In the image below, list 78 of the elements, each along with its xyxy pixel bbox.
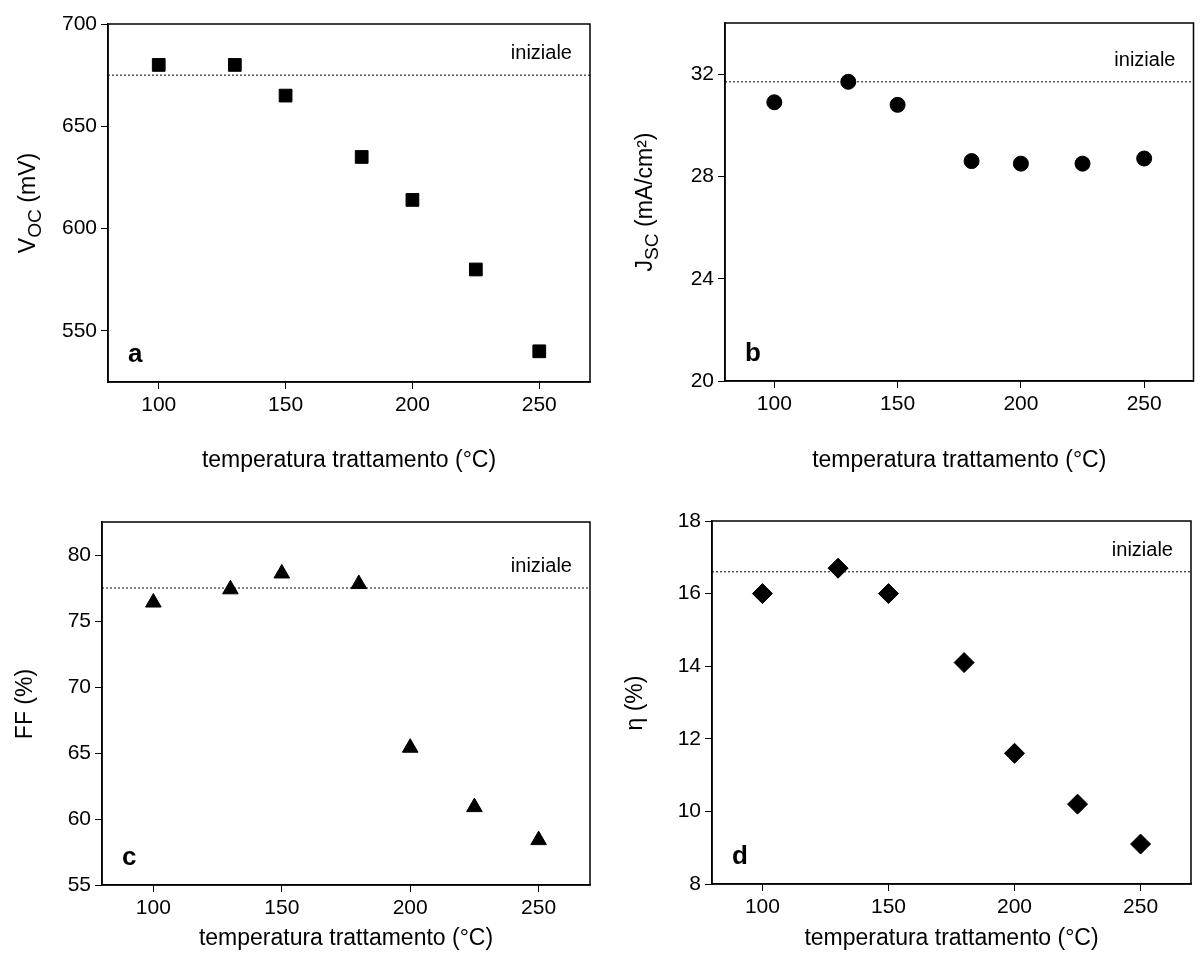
y-tick-label: 32: [690, 60, 714, 84]
y-axis-title: FF (%): [10, 668, 38, 739]
point: [1130, 833, 1152, 855]
annotation: d: [732, 840, 748, 870]
y-tick-label: 10: [677, 798, 701, 822]
point: [145, 593, 162, 608]
y-tick-label: 70: [67, 673, 91, 697]
x-tick-label: 150: [268, 392, 304, 416]
point: [963, 153, 980, 170]
point: [877, 583, 899, 605]
point: [278, 88, 293, 103]
x-tick-label: 250: [1123, 894, 1159, 918]
x-tick-label: 250: [521, 895, 557, 919]
ref-line-label: iniziale: [510, 554, 572, 576]
point: [405, 193, 420, 207]
annotation: c: [122, 841, 137, 871]
x-tick-label: 100: [744, 894, 780, 918]
y-tick-label: 65: [67, 739, 91, 763]
point: [530, 830, 547, 846]
point: [1136, 150, 1153, 167]
x-axis-title: temperatura trattamento (°C): [201, 445, 497, 472]
y-tick-label: 8: [689, 870, 701, 894]
y-tick-label: 650: [61, 113, 97, 137]
point: [151, 58, 166, 72]
point: [466, 797, 483, 813]
point: [953, 652, 975, 674]
x-tick-label: 100: [135, 895, 171, 919]
point: [766, 94, 783, 111]
y-tick-label: 700: [61, 10, 97, 34]
x-tick-label: 200: [997, 894, 1033, 918]
ref-line-label: iniziale: [1114, 47, 1176, 70]
x-axis-title: temperatura trattamento (°C): [812, 445, 1107, 472]
y-tick-label: 600: [61, 215, 97, 239]
y-tick-label: 18: [677, 507, 701, 531]
point: [1067, 793, 1089, 815]
point: [751, 583, 773, 605]
annotation: a: [128, 338, 143, 368]
annotation: b: [745, 337, 761, 367]
y-tick-label: 550: [61, 317, 97, 341]
y-tick-label: 16: [677, 580, 701, 604]
y-tick-label: 28: [690, 163, 714, 187]
point: [350, 574, 368, 590]
point: [468, 262, 483, 277]
y-tick-label: 60: [67, 805, 91, 829]
x-tick-label: 250: [1126, 391, 1162, 415]
y-tick-label: 24: [690, 265, 715, 289]
y-tick-label: 55: [67, 871, 91, 895]
x-tick-label: 150: [870, 894, 906, 918]
y-axis-title: η (%): [620, 675, 648, 730]
ref-line-label: iniziale: [510, 41, 572, 64]
point: [222, 579, 239, 595]
y-tick-label: 80: [67, 541, 91, 565]
y-tick-label: 14: [677, 653, 702, 676]
x-tick-label: 250: [521, 392, 557, 416]
y-tick-label: 12: [677, 725, 701, 749]
x-tick-label: 150: [264, 895, 300, 919]
x-axis-title: temperatura trattamento (°C): [804, 923, 1099, 950]
point: [889, 96, 906, 113]
y-tick-label: 75: [67, 607, 91, 631]
x-tick-label: 150: [880, 391, 916, 415]
point: [401, 738, 419, 753]
x-tick-label: 100: [141, 392, 177, 416]
x-tick-label: 200: [392, 895, 428, 919]
x-axis-title: temperatura trattamento (°C): [198, 923, 494, 950]
x-tick-label: 200: [394, 392, 430, 416]
x-tick-label: 200: [1003, 391, 1039, 415]
point: [273, 563, 291, 579]
point: [1012, 155, 1029, 172]
y-tick-label: 20: [690, 367, 714, 391]
point: [227, 58, 242, 72]
ref-line-label: iniziale: [1111, 537, 1173, 560]
point: [827, 557, 849, 579]
point: [840, 73, 857, 90]
point: [1074, 155, 1091, 172]
point: [532, 344, 547, 359]
point: [354, 150, 369, 164]
point: [1004, 742, 1026, 764]
x-tick-label: 100: [756, 391, 792, 415]
